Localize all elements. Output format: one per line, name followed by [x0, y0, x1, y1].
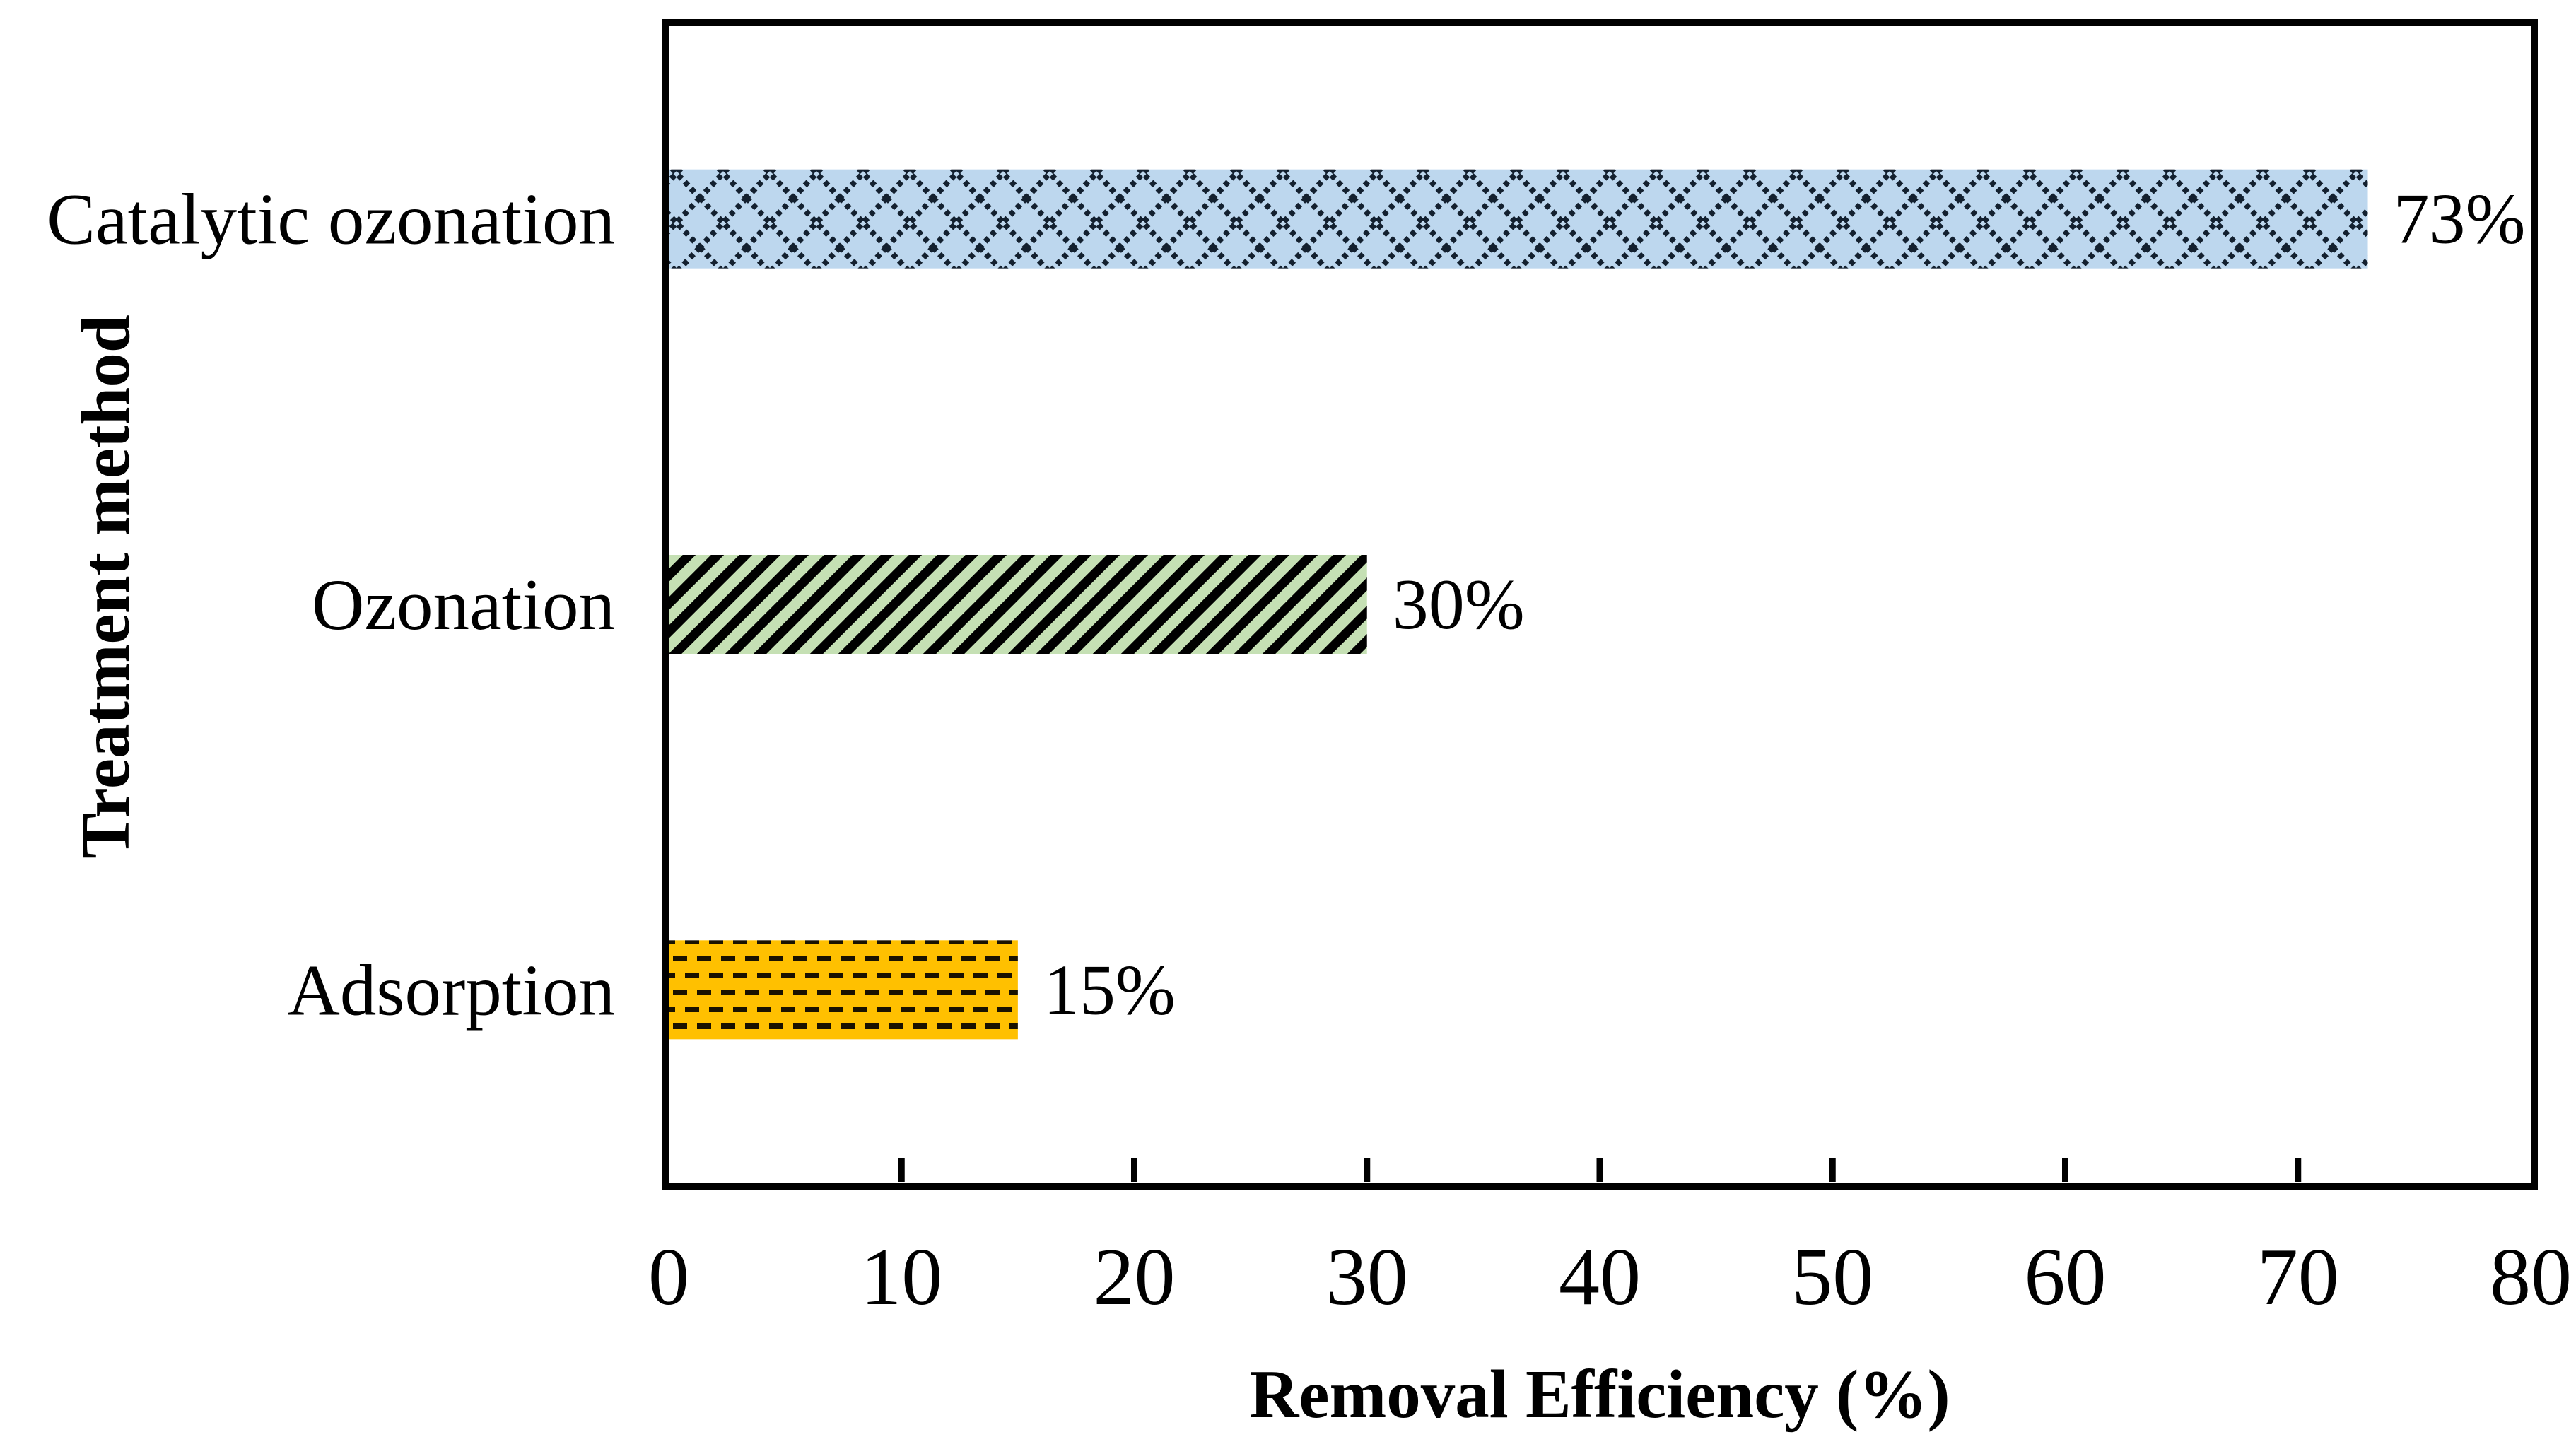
value-label-1: 30% [1393, 565, 1525, 645]
x-axis-title: Removal Efficiency (%) [1249, 1356, 1950, 1432]
bar-2 [669, 940, 1018, 1040]
x-tick-labels-group: 0 10 20 30 40 50 60 70 80 [648, 1232, 2572, 1322]
value-label-0: 73% [2394, 180, 2526, 259]
category-label-1: Ozonation [312, 565, 615, 645]
bar-0 [669, 169, 2368, 269]
category-labels-group: Catalytic ozonation Ozonation Adsorption [47, 180, 615, 1031]
x-ticks-group [898, 1158, 2302, 1182]
x-tick-label-80: 80 [2490, 1232, 2572, 1322]
x-tick-label-70: 70 [2257, 1232, 2339, 1322]
x-tick-label-0: 0 [648, 1232, 689, 1322]
category-label-0: Catalytic ozonation [47, 180, 615, 260]
bars-group [669, 169, 2368, 1040]
category-label-2: Adsorption [288, 950, 616, 1031]
y-axis-title: Treatment method [68, 315, 144, 859]
x-tick-label-50: 50 [1791, 1232, 1873, 1322]
x-tick-label-10: 10 [860, 1232, 942, 1322]
x-tick-label-40: 40 [1559, 1232, 1641, 1322]
value-labels-group: 73% 30% 15% [1043, 180, 2526, 1031]
plot-border [662, 19, 2538, 1190]
x-tick-label-20: 20 [1094, 1232, 1176, 1322]
x-tick-label-60: 60 [2025, 1232, 2107, 1322]
value-label-2: 15% [1043, 950, 1176, 1030]
bar-1 [669, 555, 1367, 654]
x-tick-label-30: 30 [1326, 1232, 1408, 1322]
